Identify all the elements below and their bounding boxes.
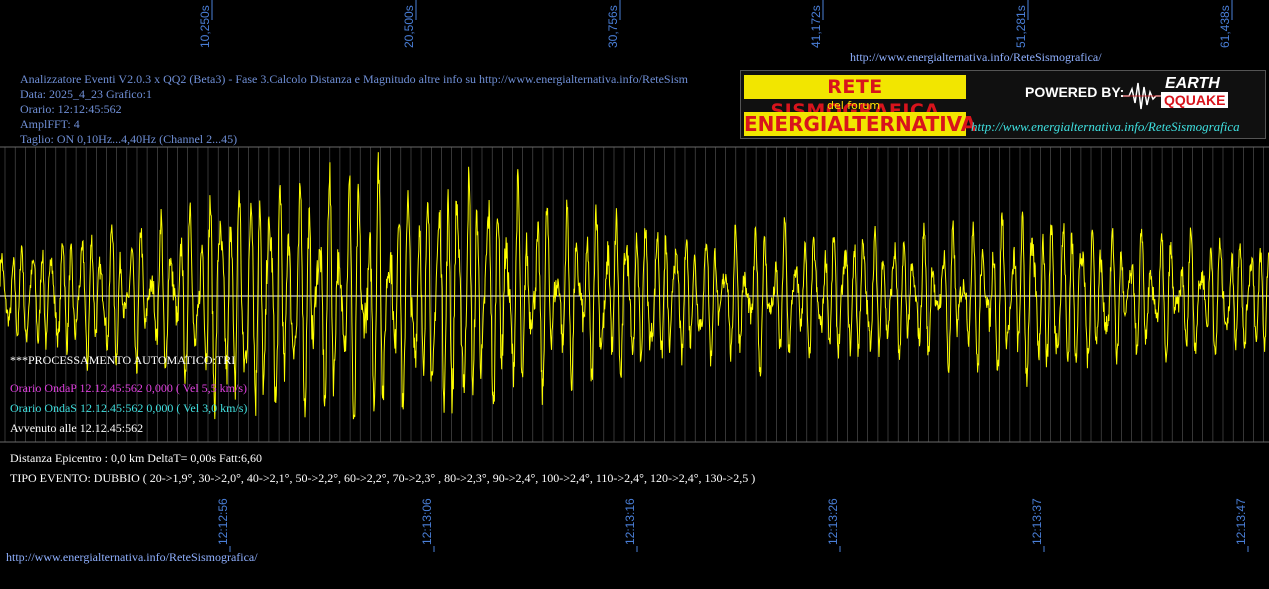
earth-quake-brand-bottom: QQUAKE (1161, 92, 1229, 108)
bottom-tick-label: 12:13:47 (1234, 498, 1248, 545)
info-line-time: Orario: 12:12:45:562 (20, 102, 122, 116)
top-tick-label: 20,500s (402, 5, 416, 48)
logo-subtitle: del forum (827, 99, 881, 112)
powered-by-label: POWERED BY: (1025, 84, 1125, 100)
grid-lines (4, 147, 1264, 442)
auto-processing-label: ***PROCESSAMENTO AUTOMATICO:TRI (10, 353, 236, 367)
seismograph-wave-icon (1121, 82, 1167, 110)
rete-sismografica-logo: RETE SISMOGRAFICA del forum ENERGIALTERN… (740, 70, 1266, 139)
logo-title: RETE SISMOGRAFICA (744, 75, 966, 122)
logo-url-link[interactable]: http://www.energialternativa.info/ReteSi… (971, 119, 1240, 134)
event-type: TIPO EVENTO: DUBBIO ( 20->1,9°, 30->2,0°… (10, 471, 756, 485)
top-tick-label: 10,250s (198, 5, 212, 48)
earth-quake-brand-top: EARTH (1165, 75, 1220, 92)
s-wave-time: Orario OndaS 12.12.45:562 0,000 ( Vel 3,… (10, 401, 248, 415)
epicenter-distance: Distanza Epicentro : 0,0 km DeltaT= 0,00… (10, 451, 263, 465)
event-occurred-time: Avvenuto alle 12.12.45:562 (10, 421, 144, 435)
info-line-filter: Taglio: ON 0,10Hz...4,40Hz (Channel 2...… (20, 132, 238, 146)
info-line-ampl: AmplFFT: 4 (20, 117, 80, 131)
bottom-tick-label: 12:13:06 (420, 498, 434, 545)
info-line-date: Data: 2025_4_23 Grafico:1 (20, 87, 152, 101)
info-line-analyzer: Analizzatore Eventi V2.0.3 x QQ2 (Beta3)… (20, 72, 688, 86)
bottom-tick-label: 12:13:26 (826, 498, 840, 545)
top-tick-marks (211, 0, 1233, 20)
top-tick-label: 61,438s (1218, 5, 1232, 48)
top-tick-label: 41,172s (809, 5, 823, 48)
top-url-link[interactable]: http://www.energialternativa.info/ReteSi… (850, 50, 1102, 64)
logo-forum-name: ENERGIALTERNATIVA (744, 112, 977, 136)
top-tick-label: 51,281s (1014, 5, 1028, 48)
bottom-tick-label: 12:13:16 (623, 498, 637, 545)
footer-url-link[interactable]: http://www.energialternativa.info/ReteSi… (6, 550, 258, 564)
seismic-trace (0, 152, 1269, 420)
top-tick-label: 30,756s (606, 5, 620, 48)
bottom-tick-label: 12:13:37 (1030, 498, 1044, 545)
bottom-tick-label: 12:12:56 (216, 498, 230, 545)
p-wave-time: Orario OndaP 12.12.45:562 0,000 ( Vel 5,… (10, 381, 247, 395)
bottom-tick-marks (229, 546, 1249, 552)
